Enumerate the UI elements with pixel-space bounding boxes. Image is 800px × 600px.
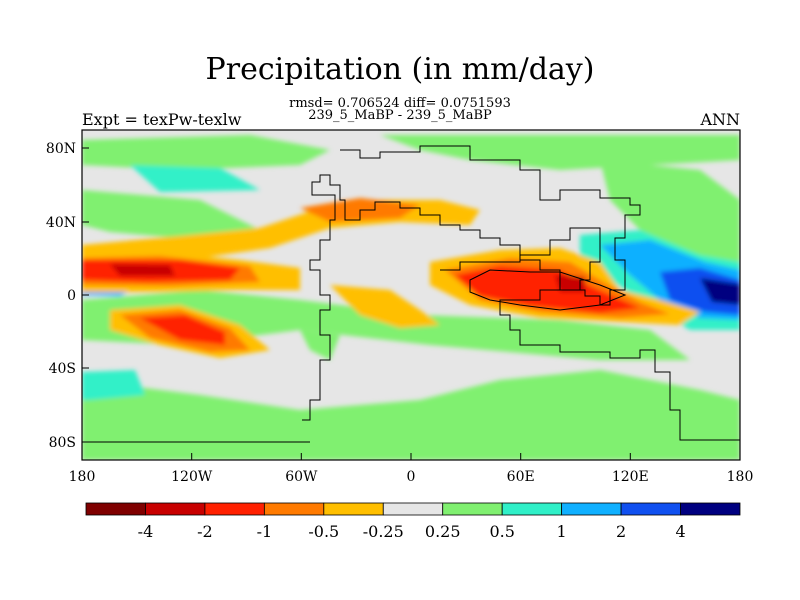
x-tick-label: 60W bbox=[285, 469, 318, 485]
cyan-north-atlantic bbox=[130, 165, 260, 192]
x-tick-label: 0 bbox=[407, 469, 416, 485]
stats-line: rmsd= 0.706524 diff= 0.0751593 bbox=[289, 96, 511, 111]
coastlines bbox=[82, 145, 740, 443]
precip-field bbox=[82, 130, 740, 460]
green-north-pacific bbox=[600, 160, 740, 265]
colorbar-swatch bbox=[501, 502, 563, 516]
colorbar-swatch bbox=[620, 502, 681, 516]
colorbar-label: -2 bbox=[197, 522, 213, 541]
anomaly-regions bbox=[82, 135, 740, 460]
colorbar-swatch bbox=[442, 502, 503, 516]
green-north-mid bbox=[82, 190, 260, 240]
darkred-itcz-north bbox=[110, 264, 175, 276]
colorbar-label: -0.5 bbox=[308, 522, 339, 541]
cyan-south-west bbox=[82, 370, 145, 400]
colorbar-label: 2 bbox=[616, 522, 626, 541]
season-label: ANN bbox=[700, 110, 740, 129]
colorbar-label: -4 bbox=[138, 522, 154, 541]
x-tick-label: 60E bbox=[507, 469, 535, 485]
x-tick-label: 180 bbox=[727, 469, 754, 485]
green-arctic-east bbox=[380, 135, 740, 170]
colorbar-swatch bbox=[561, 502, 622, 516]
colorbar-swatch bbox=[382, 502, 444, 516]
colorbar-swatch bbox=[204, 502, 265, 516]
colorbar-label: 0.5 bbox=[489, 522, 514, 541]
x-tick-label: 180 bbox=[69, 469, 96, 485]
darkred-monsoon-core bbox=[555, 275, 585, 292]
american-continent-outline bbox=[302, 145, 641, 421]
red-itcz-south bbox=[140, 315, 225, 345]
colorbar-label: 1 bbox=[557, 522, 567, 541]
experiment-line: 239_5_MaBP - 239_5_MaBP bbox=[308, 108, 492, 123]
colorbar bbox=[85, 502, 741, 516]
y-tick-label: 80N bbox=[46, 141, 76, 157]
y-tick-labels: 80N 40N 0 40S 80S bbox=[46, 141, 76, 451]
map-title: Precipitation (in mm/day) bbox=[205, 52, 595, 87]
y-tick-label: 40N bbox=[46, 215, 76, 231]
colorbar-swatch bbox=[680, 502, 741, 516]
colorbar-swatch bbox=[85, 502, 146, 516]
orange-atlantic bbox=[330, 285, 440, 328]
colorbar-label: -0.25 bbox=[363, 522, 404, 541]
y-tick-label: 40S bbox=[49, 361, 76, 377]
colorbar-swatch bbox=[263, 502, 325, 516]
green-southern-band bbox=[82, 370, 740, 460]
darkblue-west-pacific bbox=[660, 268, 740, 315]
colorbar-label: 0.25 bbox=[425, 522, 461, 541]
colorbar-swatch bbox=[323, 502, 384, 516]
green-arctic-west bbox=[82, 135, 330, 170]
inland-outline bbox=[469, 269, 627, 311]
y-tick-label: 0 bbox=[67, 288, 76, 304]
x-tick-label: 120W bbox=[171, 469, 213, 485]
colorbar-label: -1 bbox=[257, 522, 273, 541]
colorbar-labels: -4 -2 -1 -0.5 -0.25 0.25 0.5 1 2 4 bbox=[138, 522, 686, 541]
expt-label: Expt = texPw-texlw bbox=[82, 110, 242, 129]
africa-asia-outline bbox=[440, 227, 740, 441]
axis-ticks bbox=[81, 147, 741, 460]
x-tick-labels: 180 120W 60W 0 60E 120E 180 bbox=[69, 469, 754, 485]
navy-west-pacific bbox=[700, 278, 740, 305]
x-tick-label: 120E bbox=[612, 469, 649, 485]
green-south-tropics bbox=[82, 290, 690, 360]
y-tick-label: 80S bbox=[49, 435, 76, 451]
colorbar-swatch bbox=[145, 502, 206, 516]
colorbar-label: 4 bbox=[675, 522, 685, 541]
